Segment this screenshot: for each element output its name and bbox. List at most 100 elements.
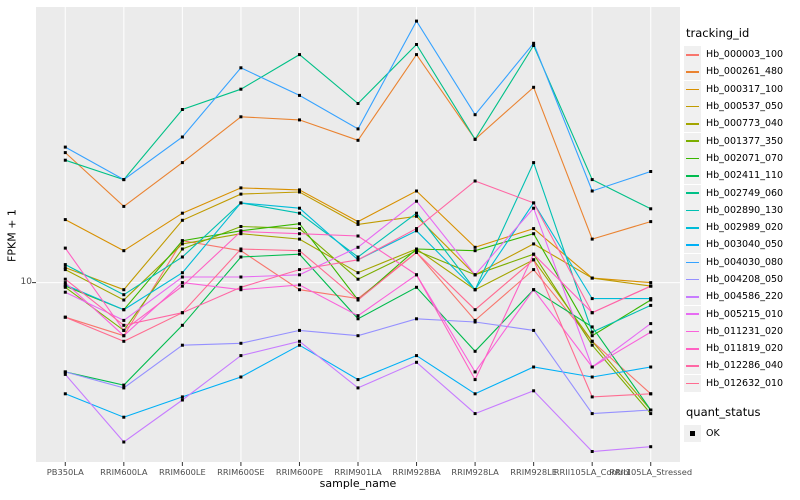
data-point [649,170,653,173]
data-point [473,392,477,396]
data-point [356,271,360,275]
data-point [415,229,418,233]
data-point [649,284,653,288]
data-point [239,115,243,119]
legend-key-swatch [684,63,701,81]
data-point [473,113,477,117]
legend-title-quant-status: quant_status [686,404,761,419]
data-point [532,227,536,231]
legend-key-line [686,347,699,350]
legend-label: Hb_002989_020 [706,222,784,234]
data-point [473,370,477,374]
data-point [239,375,243,379]
data-point [180,311,184,315]
legend-label: Hb_000773_040 [706,118,784,130]
legend-label: Hb_012286_040 [706,360,784,372]
legend-label: Hb_001377_350 [706,135,784,147]
data-point [590,343,594,347]
legend-key-swatch [684,149,701,167]
data-point [239,192,243,196]
data-point [122,339,126,343]
legend-key-line [686,71,699,73]
data-point [473,273,477,277]
data-point [298,211,301,215]
data-point [122,308,126,312]
data-point [122,298,126,302]
data-point [532,242,536,246]
legend-label: Hb_000003_100 [706,49,784,61]
data-point [180,275,184,279]
data-point [649,365,653,369]
legend-key-swatch [684,115,701,133]
data-point [298,237,301,241]
data-point [239,225,243,228]
data-point [532,365,536,369]
data-point [649,303,653,307]
data-point [180,395,184,399]
data-point [356,222,360,226]
legend-item: Hb_003040_050 [684,236,798,254]
data-point [649,392,653,396]
data-point [239,201,243,205]
y-tick-label-10: 10 [20,277,32,287]
legend-key-swatch [684,322,701,340]
legend-key-swatch [684,288,701,306]
data-point [532,258,536,262]
data-point [473,249,477,253]
data-point [180,242,184,246]
data-point [356,317,360,321]
data-point [63,151,67,155]
data-point [356,277,360,281]
legend-key-swatch [684,98,701,116]
x-tick-label: RRIM600LE [159,467,206,477]
data-point [180,161,184,165]
data-point [473,308,477,312]
data-point [298,273,301,277]
data-point [356,102,360,105]
data-point [415,43,418,46]
x-tick-label: RRIM600LA [100,467,148,477]
data-point [356,314,360,318]
data-point [298,328,301,332]
legend-label: Hb_002411_110 [706,170,784,182]
legend-item: Hb_004208_050 [684,271,798,288]
legend-label: Hb_003040_050 [706,239,784,251]
legend-item: Hb_000537_050 [684,98,798,116]
data-point [298,288,301,292]
legend-key-line [686,209,699,212]
data-point [63,263,67,267]
legend-key-line [686,140,699,143]
data-point [298,118,301,122]
data-point [63,315,67,319]
data-point [590,325,594,329]
data-point [180,135,184,139]
data-point [63,283,67,287]
legend-item: Hb_000773_040 [684,115,798,133]
legend-key-line [686,244,699,246]
data-point [532,268,536,272]
x-tick-label: RRIM901LA [334,467,382,477]
legend-key-line [686,226,699,229]
data-point [356,386,360,390]
legend: tracking_id Hb_000003_100 Hb_000261_480 Hb… [684,26,798,443]
data-point [532,288,536,292]
x-tick-label: RRIM928LE [510,467,557,477]
legend-item: Hb_000261_480 [684,63,798,81]
data-point [649,330,653,334]
data-point [532,252,536,256]
data-point [649,408,653,412]
legend-title-tracking-id: tracking_id [686,26,750,40]
legend-key-line [686,313,699,315]
data-point [356,334,360,338]
data-point [356,245,360,249]
data-point [415,189,418,193]
data-point [63,268,67,272]
legend-label: Hb_002071_070 [706,152,784,164]
data-point [298,93,301,97]
data-point [239,249,243,253]
legend-key-swatch [684,219,701,237]
data-point [239,341,243,345]
data-point [63,370,67,374]
legend-item: Hb_012632_010 [684,374,798,392]
data-point [415,53,418,57]
